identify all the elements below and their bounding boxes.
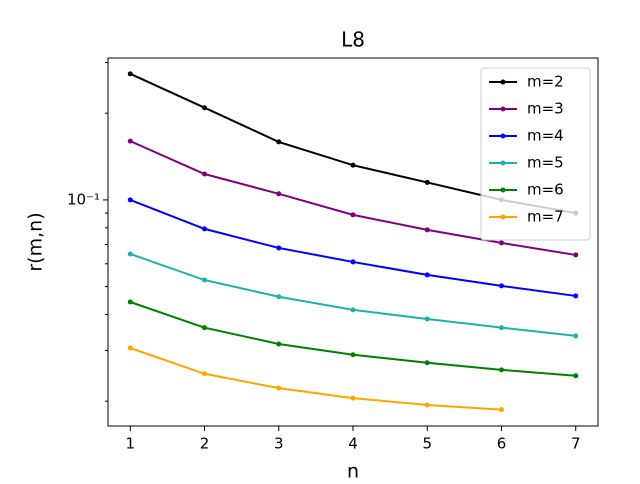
legend-marker <box>500 160 506 166</box>
data-point <box>350 212 356 218</box>
legend-marker <box>500 133 506 139</box>
series-line <box>129 347 502 411</box>
chart-title: L8 <box>341 28 365 52</box>
y-tick-label: 10⁻¹ <box>67 190 100 208</box>
data-point <box>202 105 208 111</box>
data-point <box>573 252 579 258</box>
legend-marker <box>500 187 506 193</box>
data-point <box>202 277 208 283</box>
legend-label: m=7 <box>527 208 564 226</box>
data-point <box>276 294 282 300</box>
x-tick-label: 7 <box>571 435 581 453</box>
data-point <box>573 333 579 339</box>
data-point <box>424 179 430 185</box>
x-tick-label: 6 <box>497 435 507 453</box>
data-point <box>276 385 282 391</box>
data-point <box>350 259 356 265</box>
data-point <box>127 197 133 203</box>
legend-box <box>480 67 591 241</box>
data-point <box>424 272 430 278</box>
data-point <box>498 325 504 331</box>
legend-label: m=6 <box>527 181 564 199</box>
data-point <box>350 395 356 401</box>
legend-label: m=5 <box>527 154 564 172</box>
legend-label: m=2 <box>527 73 564 91</box>
data-point <box>573 373 579 379</box>
x-tick-label: 4 <box>348 435 358 453</box>
data-point <box>424 316 430 322</box>
data-point <box>202 226 208 232</box>
data-point <box>573 293 579 299</box>
data-point <box>350 162 356 168</box>
y-axis-label: r(m,n) <box>25 212 47 271</box>
data-point <box>276 139 282 145</box>
x-tick-label: 3 <box>274 435 284 453</box>
data-point <box>276 191 282 197</box>
x-tick-label: 5 <box>422 435 432 453</box>
data-point <box>350 307 356 313</box>
x-axis-label: n <box>347 461 359 481</box>
data-point <box>498 367 504 373</box>
data-point <box>498 407 504 413</box>
data-point <box>498 240 504 246</box>
data-point <box>498 283 504 289</box>
legend-label: m=3 <box>527 100 564 118</box>
data-point <box>424 360 430 366</box>
legend-marker <box>500 79 506 85</box>
data-point <box>127 251 133 257</box>
x-tick-label: 2 <box>200 435 210 453</box>
plot-frame <box>107 57 599 427</box>
data-point <box>127 299 133 305</box>
data-point <box>276 245 282 251</box>
legend-marker <box>500 214 506 220</box>
data-point <box>202 171 208 177</box>
data-point <box>424 402 430 408</box>
data-point <box>202 325 208 331</box>
data-point <box>127 138 133 144</box>
data-point <box>350 352 356 358</box>
data-point <box>202 371 208 377</box>
data-point <box>127 345 133 351</box>
data-point <box>276 341 282 347</box>
x-tick-label: 1 <box>125 435 135 453</box>
legend-marker <box>500 106 506 112</box>
data-point <box>424 227 430 233</box>
legend-label: m=4 <box>527 127 564 145</box>
data-point <box>127 71 133 77</box>
